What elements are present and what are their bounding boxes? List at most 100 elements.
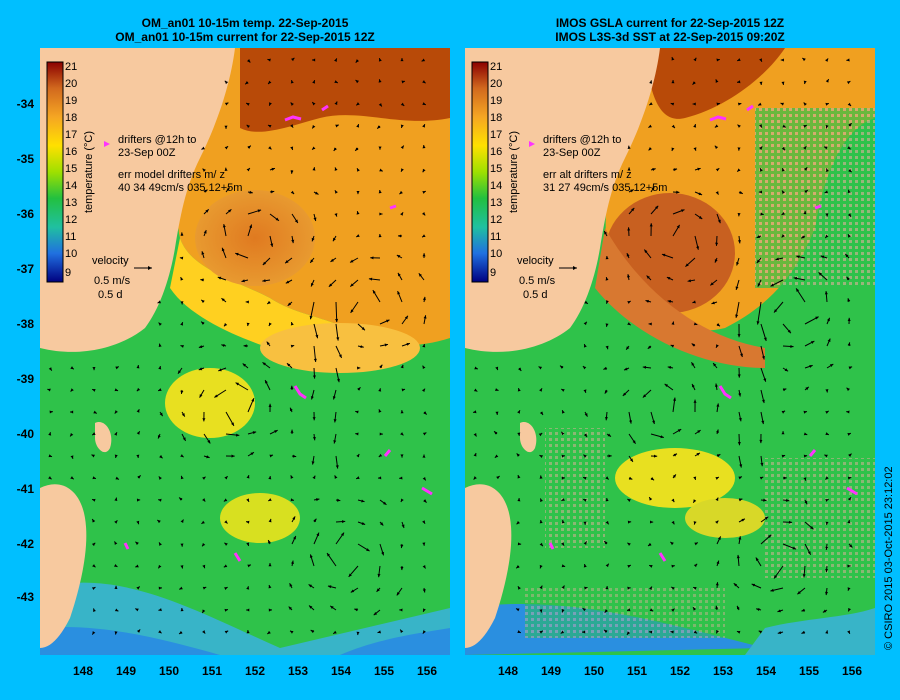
velocity-arrowhead [782,124,786,128]
velocity-arrowhead [628,476,633,480]
velocity-arrowhead [676,190,680,194]
velocity-arrowhead [847,146,851,150]
velocity-arrowhead [422,80,426,84]
velocity-arrowhead [246,475,250,479]
y-tick-label: -34 [16,97,34,111]
velocity-arrowhead [796,288,800,292]
velocity-arrowhead [582,630,586,634]
velocity-arrowhead [845,253,849,258]
velocity-arrowhead [495,411,499,415]
velocity-arrowhead [114,454,118,458]
velocity-arrowhead [268,80,272,85]
velocity-arrowhead [247,145,251,149]
velocity-arrowhead [810,526,814,530]
velocity-arrowhead [136,365,140,369]
velocity-arrowhead [157,300,161,304]
velocity-arrowhead [604,629,608,633]
velocity-arrowhead [538,433,543,437]
velocity-arrowhead [847,213,852,217]
velocity-arrowhead [670,630,674,634]
velocity-arrowhead [696,452,700,456]
velocity-arrowhead [290,385,294,389]
velocity-arrowhead [649,564,653,568]
velocity-arrowhead [245,300,249,304]
velocity-arrowhead [377,125,381,129]
velocity-arrowhead [228,209,232,213]
velocity-arrowhead [202,542,206,547]
x-tick-label: 152 [244,664,266,678]
drifter-track [321,104,329,112]
velocity-arrowhead [713,363,717,367]
velocity-arrowhead [649,80,653,84]
velocity-arrowhead [224,587,228,590]
velocity-arrowhead [714,145,719,150]
velocity-arrowhead [735,286,739,290]
velocity-arrows [47,57,428,636]
velocity-arrowhead [330,258,334,262]
velocity-arrowhead [223,322,228,327]
y-tick-label: -38 [16,317,34,331]
velocity-arrowhead [741,518,745,522]
velocity-arrowhead [422,454,426,458]
velocity-arrowhead [180,390,184,394]
velocity-arrowhead [201,520,205,524]
velocity-arrowhead [693,499,697,503]
velocity-arrowhead [539,564,543,569]
velocity-arrowhead [290,124,294,128]
velocity-arrowhead [400,212,404,216]
velocity-arrowhead [667,366,672,370]
velocity-arrowhead [777,631,782,635]
velocity-arrowhead [782,388,787,392]
velocity-arrowhead [583,498,587,502]
velocity-arrowhead [269,454,273,458]
colorbar [46,61,64,283]
velocity-arrowhead [583,541,587,545]
velocity-arrowhead [268,584,272,589]
velocity-arrowhead [671,124,675,129]
velocity-arrowhead [293,535,296,540]
velocity-arrowhead [825,591,829,596]
velocity-arrowhead [275,217,279,221]
velocity-arrowhead [70,432,74,437]
velocity-arrowhead [604,416,608,421]
warm-patch [220,493,300,543]
drifter-track [421,486,433,496]
velocity-arrow [757,301,762,325]
velocity-arrowhead [180,543,184,547]
velocity-arrowhead [199,394,203,398]
velocity-arrowhead [400,432,404,436]
velocity-arrowhead [159,455,163,459]
velocity-arrowhead [290,102,294,106]
velocity-arrowhead [92,519,96,523]
velocity-arrowhead [159,412,163,417]
velocity-arrowhead [357,168,360,172]
velocity-arrowhead [378,453,383,457]
velocity-arrowhead [334,167,338,171]
velocity-arrowhead [418,273,422,277]
velocity-arrowhead [379,212,383,216]
velocity-arrowhead [231,422,234,426]
velocity-arrowhead [114,541,118,545]
velocity-arrowhead [717,536,721,540]
velocity-arrowhead [330,605,334,609]
velocity-arrowhead [803,477,807,481]
velocity-arrowhead [645,299,649,303]
velocity-arrowhead [517,410,520,414]
velocity-arrowhead [687,279,691,283]
x-tick-label: 155 [373,664,395,678]
velocity-arrowhead [265,380,268,384]
velocity-arrowhead [733,583,738,587]
velocity-arrowhead [179,256,184,260]
velocity-arrowhead [137,475,141,479]
velocity-arrowhead [249,190,253,194]
velocity-arrowhead [49,410,53,414]
velocity-arrowhead [201,321,205,325]
velocity-arrowhead [70,366,74,370]
velocity-label: velocity [92,255,129,267]
velocity-arrowhead [290,344,295,348]
velocity-arrowhead [93,410,97,414]
colorbar-tick-label: 20 [490,78,502,90]
velocity-arrowhead [268,518,272,523]
velocity-arrowhead [157,435,161,439]
velocity-arrowhead [710,282,714,286]
